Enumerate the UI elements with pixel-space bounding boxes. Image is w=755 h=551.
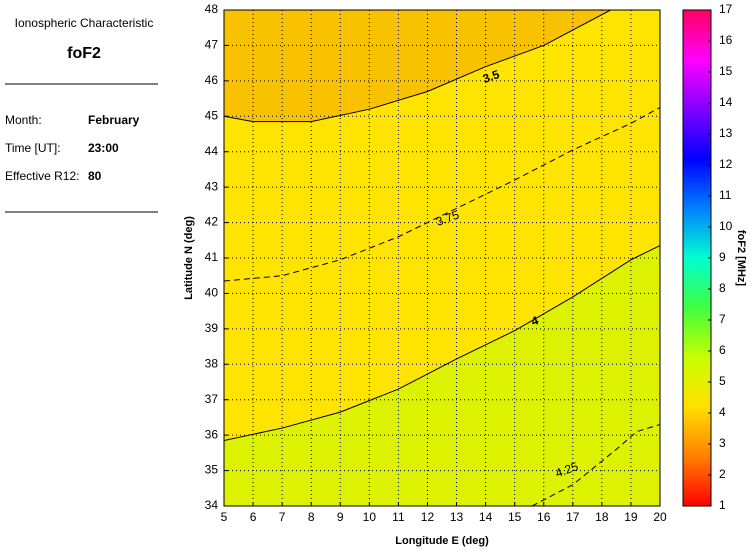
field-value: February — [88, 113, 140, 127]
y-tick-label: 44 — [205, 144, 219, 158]
y-tick-label: 39 — [205, 321, 219, 335]
y-tick-label: 48 — [205, 2, 219, 16]
x-tick-label: 12 — [421, 510, 435, 524]
contour-line — [531, 424, 660, 506]
x-axis-label: Longitude E (deg) — [395, 535, 489, 547]
x-tick-label: 9 — [337, 510, 344, 524]
x-tick-label: 19 — [624, 510, 638, 524]
y-tick-label: 47 — [205, 38, 219, 52]
colorbar-tick-label: 14 — [719, 95, 733, 109]
x-tick-label: 11 — [392, 510, 405, 524]
colorbar-tick-label: 5 — [719, 374, 726, 388]
x-tick-label: 14 — [479, 510, 493, 524]
y-tick-label: 40 — [205, 286, 219, 300]
colorbar-tick-label: 9 — [719, 250, 726, 264]
y-tick-label: 38 — [205, 356, 219, 370]
colorbar-tick-label: 8 — [719, 281, 726, 295]
contour-label: 3.5 — [481, 67, 502, 86]
x-tick-label: 5 — [221, 510, 228, 524]
colorbar-tick-label: 13 — [719, 126, 733, 140]
x-tick-label: 13 — [450, 510, 464, 524]
colorbar-tick-label: 4 — [719, 405, 726, 419]
x-tick-label: 15 — [508, 510, 522, 524]
colorbar-label: foF2 [MHz] — [735, 230, 747, 287]
colorbar-tick-label: 7 — [719, 312, 726, 326]
colorbar-tick-label: 2 — [719, 467, 726, 481]
x-tick-label: 16 — [537, 510, 551, 524]
band-fill — [224, 245, 660, 506]
plot-frame — [223, 9, 661, 507]
field-value: 23:00 — [88, 141, 119, 155]
x-tick-label: 20 — [653, 510, 667, 524]
plot-area — [224, 10, 660, 506]
y-tick-label: 45 — [205, 108, 219, 122]
colorbar — [682, 9, 712, 507]
field-value: 80 — [88, 169, 102, 183]
colorbar-tick-label: 11 — [719, 188, 732, 202]
contour-line — [224, 106, 660, 282]
x-tick-label: 18 — [595, 510, 609, 524]
band-fill — [224, 10, 611, 122]
y-tick-label: 36 — [205, 427, 219, 441]
characteristic: foF2 — [67, 45, 101, 62]
colorbar-tick-label: 12 — [719, 157, 733, 171]
x-tick-label: 8 — [308, 510, 315, 524]
colorbar-tick-label: 16 — [719, 33, 733, 47]
x-tick-label: 7 — [279, 510, 286, 524]
y-axis-label: Latitude N (deg) — [183, 216, 195, 300]
field-label: Month: — [5, 113, 42, 127]
y-tick-label: 41 — [205, 250, 219, 264]
y-tick-label: 46 — [205, 73, 219, 87]
colorbar-tick-label: 15 — [719, 64, 733, 78]
contour-line — [224, 245, 660, 441]
y-tick-label: 35 — [205, 463, 219, 477]
colorbar-tick-label: 1 — [719, 498, 726, 512]
colorbar-tick-label: 3 — [719, 436, 726, 450]
x-tick-label: 10 — [363, 510, 377, 524]
contour-line — [224, 10, 611, 123]
y-tick-label: 43 — [205, 179, 219, 193]
x-tick-label: 17 — [566, 510, 580, 524]
y-tick-label: 42 — [205, 215, 219, 229]
y-tick-label: 37 — [205, 392, 219, 406]
field-label: Effective R12: — [5, 169, 79, 183]
panel-title: Ionospheric Characteristic — [15, 16, 154, 30]
contour-label: 4 — [529, 313, 540, 329]
x-tick-label: 6 — [250, 510, 257, 524]
colorbar-tick-label: 17 — [719, 2, 733, 16]
y-tick-label: 34 — [205, 498, 219, 512]
colorbar-tick-label: 6 — [719, 343, 726, 357]
colorbar-tick-label: 10 — [719, 219, 733, 233]
field-label: Time [UT]: — [5, 141, 61, 155]
